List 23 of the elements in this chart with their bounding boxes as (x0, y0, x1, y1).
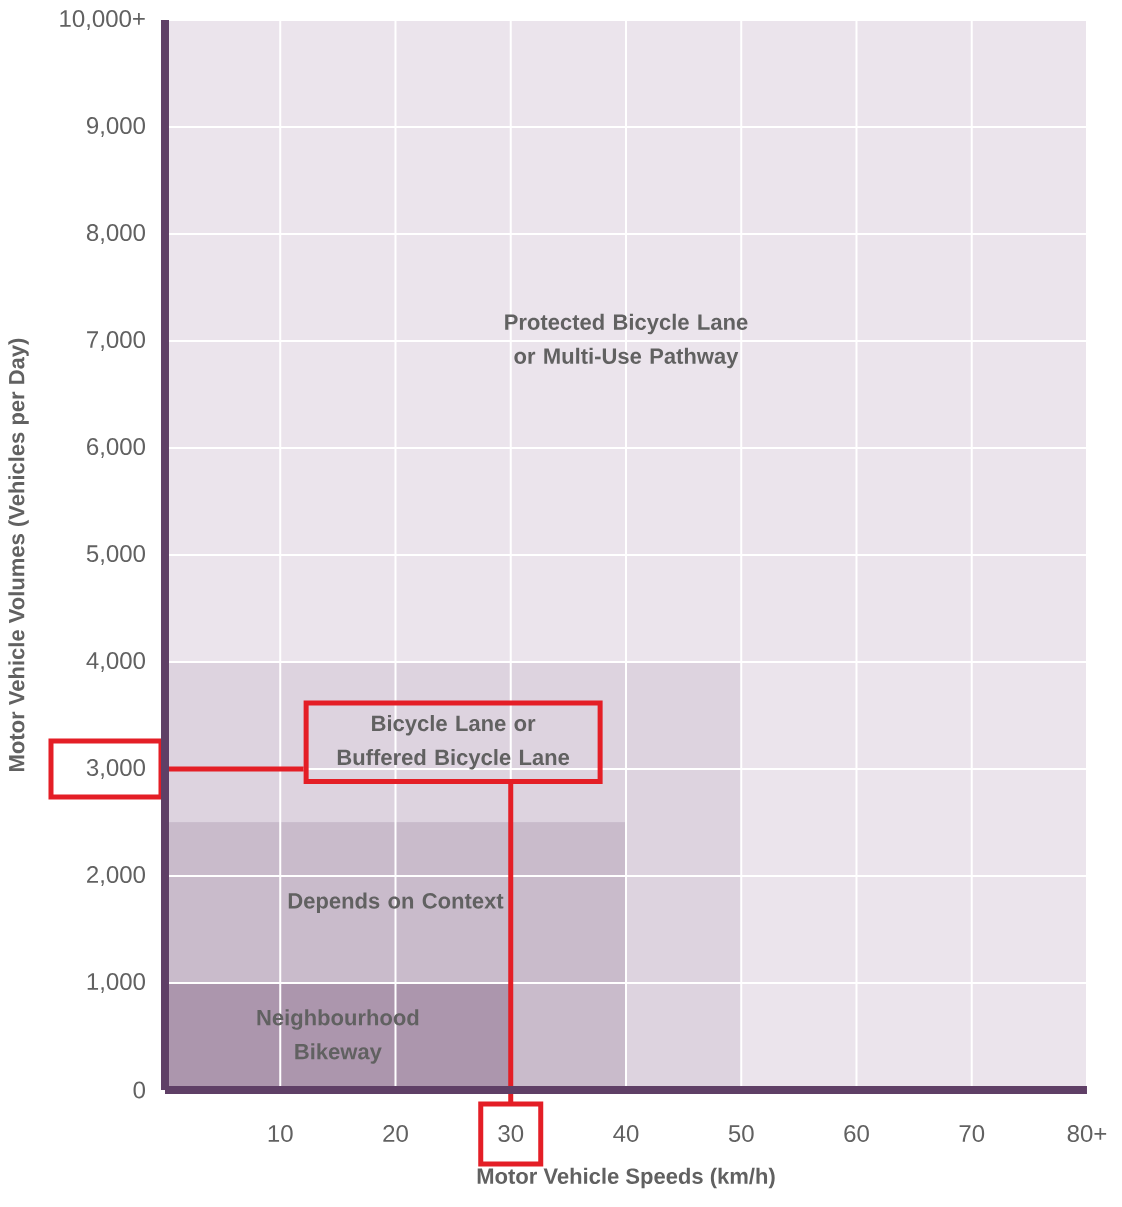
y-tick-label: 3,000 (86, 759, 146, 779)
y-tick-label: 4,000 (86, 652, 146, 672)
x-tick-label: 10 (268, 1125, 293, 1143)
y-tick-label: 5,000 (86, 545, 146, 565)
y-tick-label: 6,000 (87, 438, 146, 458)
y-tick-label: 8,000 (86, 224, 146, 244)
series-label: Bicycle Lane or Buffered Bicycle Lane (337, 715, 570, 770)
y-tick-label: 7,000 (87, 331, 146, 351)
x-tick-label: 80+ (1067, 1125, 1107, 1143)
x-tick-label: 50 (728, 1125, 754, 1143)
y-tick-label: 2,000 (87, 866, 146, 886)
x-tick-label: 40 (613, 1125, 639, 1143)
y-tick-label: 1,000 (87, 973, 146, 993)
x-tick-label: 70 (959, 1125, 985, 1143)
y-axis-title: Motor Vehicle Volumes (Vehicles per Day) (8, 338, 29, 771)
y-tick-label: 9,000 (87, 117, 146, 137)
x-tick-label: 30 (498, 1125, 524, 1143)
x-tick-label: 60 (844, 1125, 869, 1143)
x-axis-title: Motor Vehicle Speeds (km/h) (477, 1167, 775, 1189)
y-tick-label: 0 (133, 1081, 146, 1099)
y-tick-label: 10,000+ (60, 10, 145, 30)
x-tick-label: 20 (383, 1125, 408, 1143)
band-label: Protected Bicycle Lane or Multi-Use Pathway (505, 313, 748, 369)
